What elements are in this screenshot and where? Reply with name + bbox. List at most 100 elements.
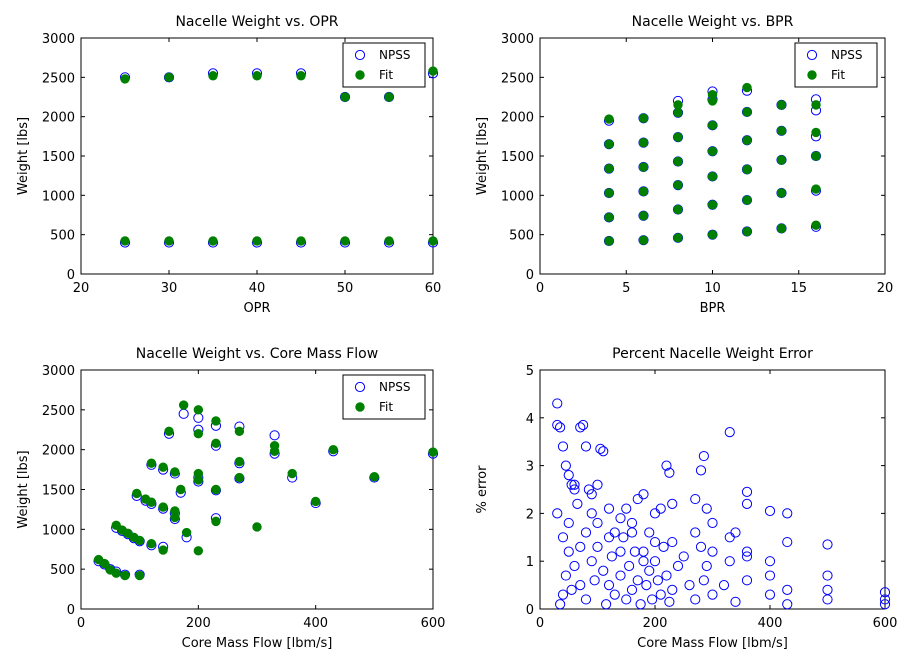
fit-point [193, 405, 204, 415]
legend-marker-fit [355, 70, 365, 80]
npss-point [598, 565, 609, 576]
y-tick-label: 3000 [42, 364, 75, 379]
npss-point [741, 551, 753, 562]
x-tick-label: 200 [186, 616, 211, 631]
npss-point [592, 541, 603, 552]
npss-point [764, 505, 776, 517]
fit-point [99, 558, 110, 569]
legend-marker-fit [807, 70, 817, 80]
npss-point [626, 527, 638, 538]
npss-point [626, 584, 638, 595]
fit-point [604, 188, 614, 198]
fit-point [132, 488, 142, 499]
npss-point [690, 527, 701, 538]
npss-point [615, 546, 626, 557]
fit-point [164, 426, 174, 437]
fit-point [340, 236, 350, 246]
npss-point [606, 551, 617, 562]
npss-point [644, 565, 655, 576]
fit-point [673, 180, 683, 190]
fit-point [181, 527, 192, 538]
fit-point [369, 472, 380, 482]
x-tick-label: 400 [758, 616, 783, 631]
npss-point [552, 419, 563, 431]
x-tick-label: 0 [536, 281, 544, 296]
npss-point [621, 594, 632, 605]
fit-point [211, 484, 221, 495]
npss-point [586, 556, 597, 567]
npss-point [598, 446, 609, 457]
npss-point [661, 570, 672, 581]
npss-point [701, 503, 712, 514]
y-tick-label: 2500 [42, 404, 75, 419]
legend-label-npss: NPSS [831, 48, 862, 62]
fit-point [776, 155, 787, 165]
fit-point [158, 545, 168, 555]
legend-box [342, 374, 426, 420]
x-tick-label: 5 [622, 281, 630, 296]
npss-point [557, 532, 569, 543]
fit-point [146, 538, 157, 549]
npss-point [879, 587, 891, 598]
fit-point [211, 516, 221, 527]
npss-point [664, 467, 675, 478]
npss-point [269, 430, 280, 441]
npss-point [595, 443, 606, 454]
y-axis-label: Weight [lbs] [475, 117, 490, 195]
npss-point [632, 575, 643, 586]
chart-title: Nacelle Weight vs. BPR [632, 14, 794, 30]
npss-point [764, 589, 776, 600]
legend-marker-npss [354, 49, 366, 61]
legend: NPSS Fit [342, 42, 426, 88]
fit-point [638, 235, 649, 245]
x-axis-label: OPR [243, 301, 270, 316]
fit-point [638, 162, 649, 172]
y-tick-label: 2000 [501, 111, 534, 126]
npss-point [609, 589, 620, 600]
npss-point [621, 503, 632, 514]
chart-panel-1: Nacelle Weight vs. OPR 20 30 40 50 60 0 500 1000… [16, 14, 441, 316]
series-error [552, 398, 891, 610]
fit-point [707, 146, 718, 156]
npss-point [684, 580, 695, 591]
fit-point [742, 164, 752, 175]
npss-point [592, 517, 603, 529]
fit-point [208, 236, 218, 246]
legend: NPSS Fit [342, 374, 426, 420]
npss-point [589, 575, 600, 586]
fit-point [638, 186, 649, 197]
fit-point [707, 229, 718, 240]
npss-point [575, 541, 586, 552]
npss-point [601, 599, 612, 610]
y-tick-label: 1500 [42, 150, 75, 165]
fit-point [211, 438, 221, 448]
npss-point [707, 517, 718, 529]
fit-point [428, 236, 438, 246]
y-tick-label: 1000 [42, 189, 75, 204]
fit-point [340, 92, 350, 102]
npss-point [667, 584, 678, 595]
npss-point [555, 422, 566, 433]
npss-point [603, 532, 615, 543]
npss-point [707, 546, 718, 557]
fit-point [384, 92, 394, 102]
fit-point [638, 137, 649, 148]
npss-point [552, 508, 563, 519]
x-tick-label: 60 [425, 281, 442, 296]
fit-point [707, 120, 718, 131]
npss-point [638, 546, 649, 557]
npss-point [782, 599, 793, 610]
npss-point [658, 541, 669, 552]
x-tick-label: 400 [303, 616, 328, 631]
npss-point [724, 532, 735, 543]
npss-point [701, 560, 712, 572]
fit-point [742, 107, 752, 117]
npss-point [741, 546, 753, 557]
legend: NPSS Fit [794, 42, 878, 88]
npss-point [575, 422, 586, 433]
npss-point [638, 489, 649, 500]
x-axis-label: Core Mass Flow [lbm/s] [182, 636, 333, 651]
series-fit [604, 82, 821, 246]
fit-point [811, 220, 821, 230]
